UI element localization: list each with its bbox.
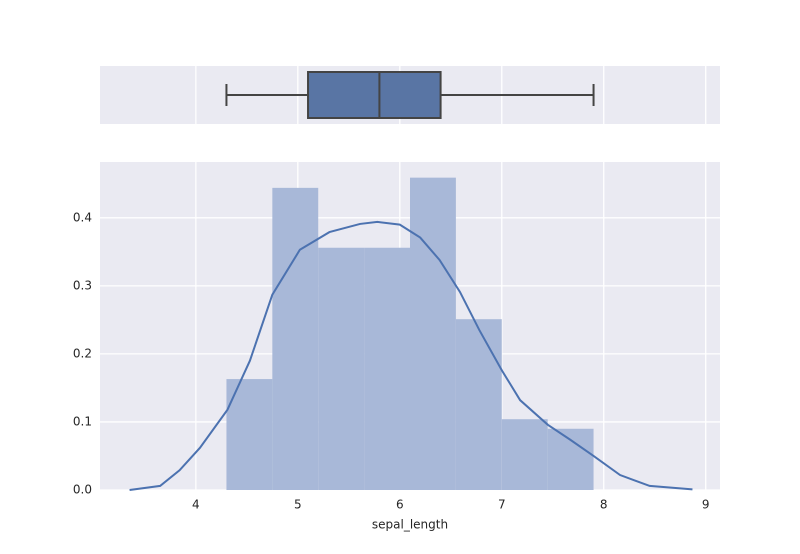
bar: [410, 177, 456, 490]
y-tick-label: 0.0: [73, 483, 92, 497]
x-tick-label: 4: [192, 498, 200, 512]
x-tick-label: 8: [600, 498, 608, 512]
y-tick-label: 0.3: [73, 278, 92, 292]
bar: [318, 247, 365, 490]
bar: [364, 247, 410, 490]
box: [307, 71, 442, 119]
x-axis-label: sepal_length: [372, 518, 448, 532]
x-tick-label: 9: [702, 498, 710, 512]
x-tick-label: 6: [396, 498, 404, 512]
x-tick-label: 5: [294, 498, 302, 512]
kde-line: [129, 220, 693, 491]
bar: [272, 187, 319, 490]
y-tick-label: 0.2: [73, 346, 92, 360]
bar: [501, 419, 548, 490]
y-tick-label: 0.1: [73, 414, 92, 428]
bar: [547, 428, 594, 490]
x-tick-label: 7: [498, 498, 506, 512]
y-tick-label: 0.4: [73, 210, 92, 224]
bar: [455, 319, 502, 490]
